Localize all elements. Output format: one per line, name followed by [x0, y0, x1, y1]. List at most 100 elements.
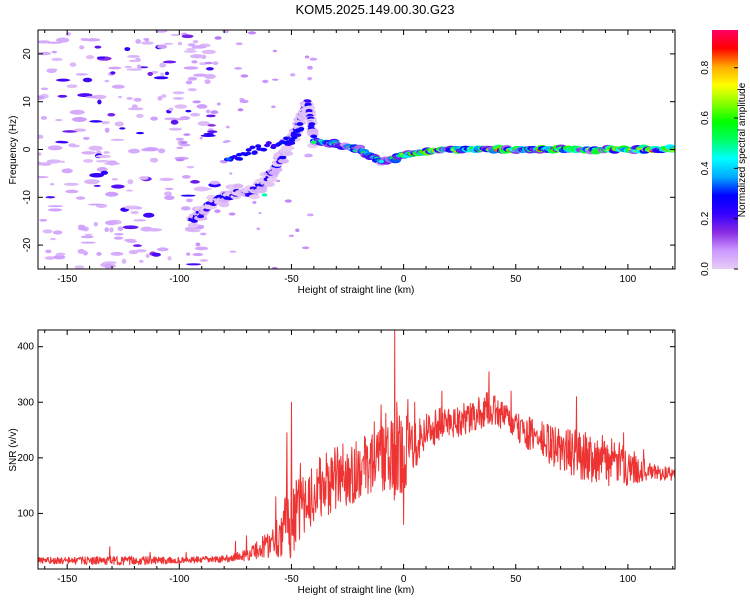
spectrogram-cell	[121, 258, 127, 264]
spectrogram-cell	[168, 127, 183, 131]
spectrogram-cell	[245, 148, 252, 152]
spectrogram-cell	[378, 159, 385, 164]
spectrogram-cell	[283, 145, 295, 151]
spectrogram-cell	[156, 247, 169, 252]
spectrogram-cell	[96, 251, 102, 256]
spectrogram-cell	[52, 230, 63, 235]
spectrogram-cell	[124, 65, 133, 69]
spectrogram-cell	[309, 57, 318, 61]
spectrogram-cell	[92, 94, 107, 100]
spectrogram-cell	[261, 147, 268, 152]
x-tick-label: -100	[169, 574, 189, 585]
spectrogram-cell	[50, 237, 56, 241]
colorbar-tick-label: 0.2	[700, 211, 711, 225]
spectrogram-cell	[252, 200, 257, 204]
spectrogram-cell	[266, 176, 278, 183]
spectrogram-cell	[195, 242, 201, 247]
spectrogram-cell	[85, 55, 95, 60]
spectrogram-cell	[216, 102, 221, 106]
spectrogram-cell	[45, 249, 52, 254]
snr-x-ticks: -150 -100 -50 0 50 100	[44, 330, 674, 585]
y-tick-label: 100	[17, 508, 34, 519]
spectrogram-cell	[298, 127, 305, 131]
spectrogram-cell	[110, 184, 125, 189]
spectrogram-cell	[139, 176, 149, 180]
x-tick-label: 100	[620, 574, 637, 585]
x-tick-label: 0	[401, 274, 407, 285]
spectrogram-cell	[79, 45, 85, 50]
spectrogram-cell	[175, 137, 185, 141]
y-tick-label: 10	[22, 96, 33, 108]
spectrogram-cell	[308, 122, 316, 126]
spectrogram-cell	[150, 116, 158, 121]
spectrogram-cell	[229, 250, 237, 253]
spectrogram-cell	[174, 104, 188, 109]
spectrogram-cell	[77, 248, 86, 254]
spectrogram-cell	[248, 194, 260, 200]
spectrogram-cell	[159, 62, 167, 68]
spectrogram-cell	[186, 263, 202, 266]
spectrogram-cell	[100, 170, 109, 175]
spectrogram-cell	[200, 134, 216, 138]
spectrogram-cell	[159, 177, 174, 181]
spectrogram-x-axis-label: Height of straight line (km)	[298, 285, 415, 296]
spectrogram-cell	[256, 227, 261, 231]
spectrogram-cell	[310, 140, 317, 144]
x-tick-label: -50	[284, 574, 299, 585]
spectrogram-cell	[189, 112, 201, 117]
spectrogram-cell	[164, 195, 175, 201]
spectrogram-cell	[117, 95, 122, 99]
spectrogram-cell	[38, 162, 52, 166]
spectrogram-cell	[46, 68, 57, 74]
spectrogram-cell	[97, 56, 106, 59]
spectrogram-cell	[206, 114, 216, 118]
spectrogram-cell	[157, 96, 163, 101]
spectrogram-cell	[123, 238, 136, 242]
spectrogram-cell	[210, 110, 219, 115]
spectrogram-cell	[209, 180, 220, 185]
spectrogram-cell	[282, 150, 294, 157]
spectrogram-cell	[74, 265, 85, 269]
spectrogram-cell	[191, 45, 207, 49]
spectrogram-cell	[104, 263, 113, 269]
y-tick-label: 400	[17, 342, 34, 353]
spectrogram-cell	[75, 73, 88, 76]
spectrogram-cell	[185, 48, 196, 51]
spectrogram-cell	[85, 95, 97, 99]
spectrogram-cell	[128, 59, 139, 63]
spectrogram-cell	[117, 226, 124, 232]
spectrogram-cell	[47, 208, 63, 212]
x-tick-label: -100	[169, 274, 189, 285]
spectrogram-cell	[111, 84, 125, 89]
spectrogram-cell	[143, 212, 155, 218]
spectrogram-cell	[180, 206, 191, 211]
spectrogram-cell	[183, 50, 198, 53]
spectrogram-cell	[158, 148, 166, 154]
spectrogram-cell	[133, 219, 147, 222]
spectrogram-cell	[234, 67, 243, 70]
spectrogram-cell	[271, 105, 276, 109]
spectrogram-cell	[256, 185, 268, 191]
spectrogram-cell	[181, 34, 194, 39]
spectrogram-cell	[179, 143, 191, 147]
spectrogram-cell	[60, 160, 65, 163]
snr-x-axis-label: Height of straight line (km)	[298, 585, 415, 596]
spectrogram-cell	[180, 194, 196, 197]
spectrogram-cell	[304, 153, 313, 158]
spectrogram-cell	[261, 193, 268, 197]
spectrogram-cell	[153, 76, 169, 80]
spectrogram-cell	[304, 105, 316, 111]
spectrogram-cell	[186, 165, 195, 169]
spectrogram-cell	[94, 45, 102, 49]
spectrogram-cell	[237, 108, 244, 112]
spectrogram-cell	[80, 241, 96, 244]
spectrogram-cell	[109, 227, 114, 233]
spectrogram-cell	[46, 159, 62, 164]
spectrogram-cell	[46, 256, 55, 259]
spectrogram-cell	[304, 99, 312, 103]
spectrogram-cell	[307, 77, 313, 81]
spectrogram-cell	[126, 68, 143, 71]
x-tick-label: -150	[57, 574, 77, 585]
spectrogram-cell	[181, 175, 191, 179]
spectrogram-cell	[162, 60, 177, 64]
